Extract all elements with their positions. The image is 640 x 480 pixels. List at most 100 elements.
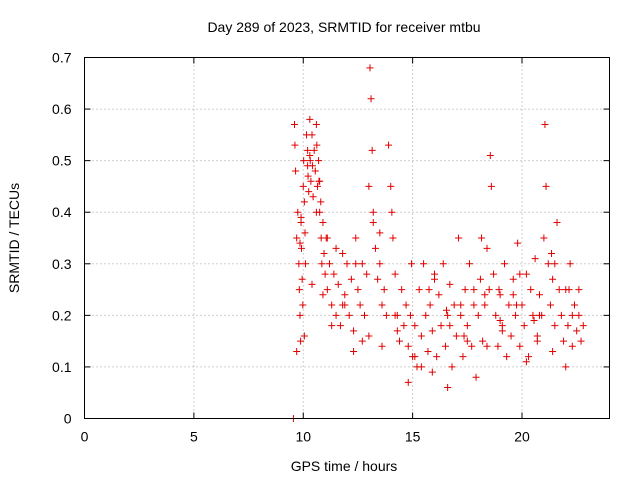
- data-point: [341, 291, 349, 299]
- data-point: [415, 286, 423, 294]
- data-point: [380, 286, 388, 294]
- y-tick-label: 0.4: [52, 204, 72, 220]
- data-point: [298, 244, 305, 252]
- data-point: [555, 286, 563, 294]
- data-point: [293, 347, 301, 355]
- data-point: [425, 286, 433, 294]
- data-point: [358, 260, 366, 268]
- data-point: [297, 213, 305, 221]
- data-point: [461, 286, 469, 294]
- data-point: [292, 167, 300, 175]
- data-point: [306, 151, 314, 159]
- data-point: [365, 332, 373, 340]
- y-tick-label: 0.2: [52, 307, 72, 323]
- data-point: [530, 317, 538, 325]
- data-point: [326, 260, 333, 268]
- data-point: [522, 270, 530, 278]
- data-point: [296, 311, 304, 319]
- data-point: [411, 353, 419, 361]
- data-point: [388, 208, 396, 216]
- data-point: [457, 311, 465, 319]
- data-point: [513, 301, 521, 309]
- data-point: [575, 286, 583, 294]
- data-point: [565, 286, 573, 294]
- data-point: [428, 368, 436, 376]
- data-point: [356, 301, 364, 309]
- data-point: [307, 177, 315, 185]
- data-point: [371, 244, 379, 252]
- y-tick-label: 0: [64, 411, 72, 427]
- data-point: [541, 121, 549, 129]
- data-point: [435, 291, 443, 299]
- data-point: [507, 332, 515, 340]
- data-point: [350, 347, 358, 355]
- data-point: [300, 332, 308, 340]
- data-point: [396, 337, 403, 345]
- data-point: [385, 141, 393, 149]
- data-point: [466, 260, 473, 268]
- data-point: [352, 234, 360, 242]
- data-point: [323, 286, 331, 294]
- data-point: [452, 332, 460, 340]
- data-point: [564, 322, 572, 330]
- data-point: [411, 322, 419, 330]
- data-point: [299, 182, 307, 190]
- data-point: [460, 332, 468, 340]
- data-point: [378, 342, 386, 350]
- data-point: [378, 301, 386, 309]
- data-point: [446, 322, 454, 330]
- data-point: [503, 353, 511, 361]
- data-point: [431, 275, 438, 283]
- data-point: [361, 311, 368, 319]
- data-point: [540, 234, 548, 242]
- data-point: [299, 301, 307, 309]
- data-point: [481, 291, 489, 299]
- data-point: [548, 249, 556, 257]
- x-tick-label: 15: [405, 429, 421, 445]
- y-tick-label: 0.6: [52, 101, 72, 117]
- data-point: [363, 270, 371, 278]
- data-point: [426, 301, 434, 309]
- data-point: [509, 275, 517, 283]
- data-point: [579, 322, 587, 330]
- data-point: [494, 342, 502, 350]
- data-point: [382, 311, 390, 319]
- data-point: [536, 291, 543, 299]
- data-point: [304, 172, 312, 180]
- data-point: [476, 275, 484, 283]
- data-point: [294, 208, 302, 216]
- data-point: [317, 198, 325, 206]
- data-points: [289, 64, 587, 422]
- data-point: [533, 337, 541, 345]
- data-point: [301, 229, 309, 237]
- data-point: [328, 322, 336, 330]
- data-point: [443, 306, 451, 314]
- data-point: [374, 275, 382, 283]
- data-point: [433, 353, 441, 361]
- data-point: [520, 322, 528, 330]
- data-point: [308, 280, 316, 288]
- data-point: [297, 337, 305, 345]
- data-point: [553, 219, 561, 227]
- data-point: [393, 327, 401, 335]
- data-point: [339, 249, 347, 257]
- data-point: [568, 342, 576, 350]
- data-point: [546, 301, 554, 309]
- data-point: [522, 358, 530, 366]
- data-point: [487, 182, 495, 190]
- data-point: [492, 311, 500, 319]
- data-point: [481, 301, 489, 309]
- data-point: [516, 342, 524, 350]
- data-point: [470, 286, 478, 294]
- data-point: [404, 378, 412, 386]
- data-point: [336, 322, 344, 330]
- data-point: [463, 322, 471, 330]
- data-point: [352, 260, 360, 268]
- data-point: [424, 347, 432, 355]
- data-point: [566, 260, 574, 268]
- data-point: [332, 311, 340, 319]
- grid-lines: [84, 57, 610, 419]
- data-point: [463, 337, 471, 345]
- data-point: [560, 337, 568, 345]
